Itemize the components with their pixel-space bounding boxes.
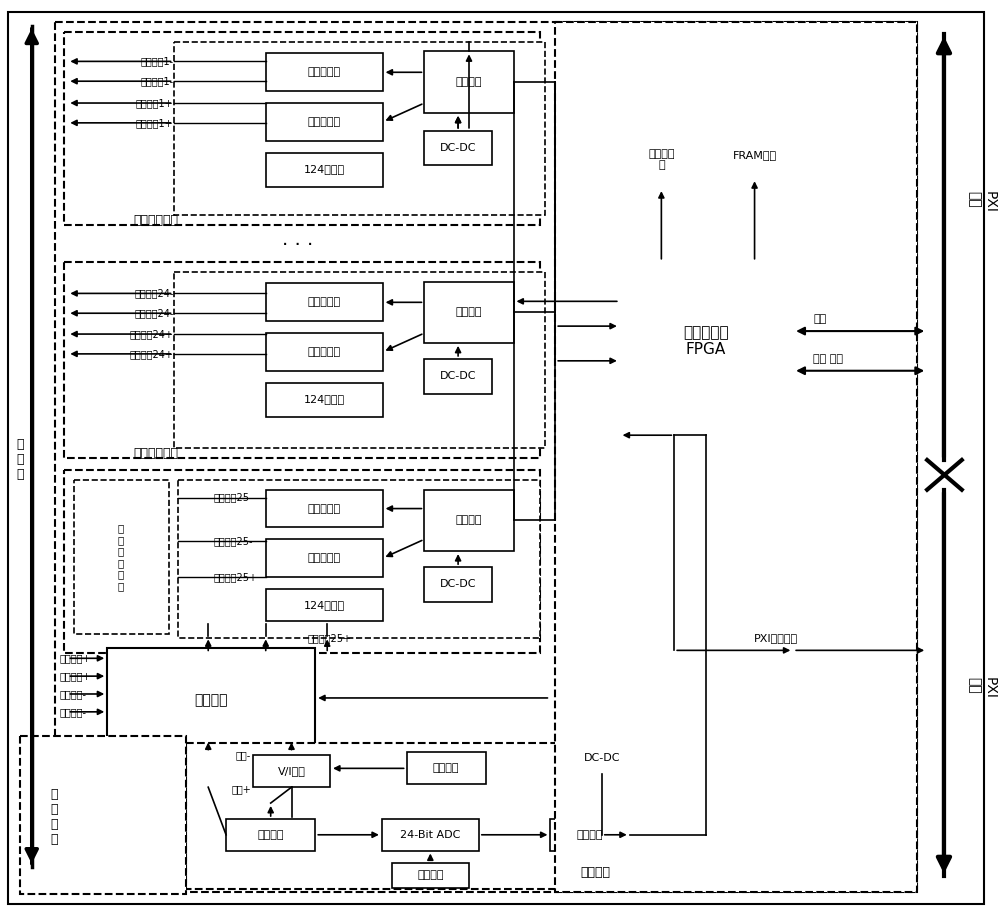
FancyBboxPatch shape: [716, 131, 793, 179]
Text: 数字隔离: 数字隔离: [456, 307, 482, 317]
FancyBboxPatch shape: [266, 383, 383, 418]
Text: 多路开关: 多路开关: [194, 692, 228, 707]
FancyBboxPatch shape: [424, 281, 514, 343]
FancyBboxPatch shape: [64, 32, 540, 225]
FancyBboxPatch shape: [266, 333, 383, 371]
Text: 电阻输出1+: 电阻输出1+: [136, 118, 174, 128]
Text: 124欧电阻: 124欧电阻: [304, 395, 345, 405]
FancyBboxPatch shape: [266, 53, 383, 91]
Text: 电阻输出24-: 电阻输出24-: [134, 289, 174, 299]
Text: V/I转换: V/I转换: [278, 767, 305, 777]
Text: 24-Bit ADC: 24-Bit ADC: [400, 830, 461, 840]
FancyBboxPatch shape: [266, 283, 383, 322]
Text: 电阻-: 电阻-: [236, 750, 251, 760]
Text: 连
接
路: 连 接 路: [16, 439, 24, 482]
Text: 数字电位器: 数字电位器: [308, 298, 341, 308]
Text: 电阻输出24-: 电阻输出24-: [134, 308, 174, 318]
Text: PXI
总线: PXI 总线: [967, 191, 997, 213]
FancyBboxPatch shape: [555, 22, 917, 892]
Text: 电阻输出1+: 电阻输出1+: [136, 98, 174, 108]
Text: 地址 数据: 地址 数据: [813, 354, 843, 364]
Text: 外部电阻+: 外部电阻+: [59, 653, 91, 663]
Text: 124欧电阻: 124欧电阻: [304, 165, 345, 174]
FancyBboxPatch shape: [266, 490, 383, 528]
Text: 外部电阻+: 外部电阻+: [59, 671, 91, 682]
FancyBboxPatch shape: [226, 819, 315, 851]
FancyBboxPatch shape: [174, 271, 545, 448]
Text: 电阻输出24+: 电阻输出24+: [130, 349, 174, 359]
Text: 调理电路: 调理电路: [257, 830, 284, 840]
Text: 电阻输出25+: 电阻输出25+: [307, 634, 351, 643]
FancyBboxPatch shape: [64, 470, 540, 653]
FancyBboxPatch shape: [550, 819, 630, 851]
FancyBboxPatch shape: [266, 540, 383, 577]
Text: 数字电位器: 数字电位器: [308, 67, 341, 77]
FancyBboxPatch shape: [620, 262, 793, 435]
FancyBboxPatch shape: [266, 589, 383, 621]
FancyBboxPatch shape: [178, 480, 540, 638]
FancyBboxPatch shape: [407, 752, 486, 784]
Text: 数字电位器: 数字电位器: [308, 347, 341, 357]
FancyBboxPatch shape: [424, 51, 514, 113]
FancyBboxPatch shape: [253, 756, 330, 787]
Text: 电阻+: 电阻+: [231, 784, 251, 794]
FancyBboxPatch shape: [74, 480, 169, 634]
FancyBboxPatch shape: [8, 12, 984, 904]
FancyBboxPatch shape: [424, 490, 514, 551]
FancyBboxPatch shape: [382, 819, 479, 851]
Text: 电阻输出25+: 电阻输出25+: [213, 572, 257, 582]
FancyBboxPatch shape: [424, 359, 492, 394]
Text: PXI
总线: PXI 总线: [967, 677, 997, 699]
Text: DC-DC: DC-DC: [440, 371, 476, 381]
FancyBboxPatch shape: [623, 131, 700, 189]
Text: 124欧电阻: 124欧电阻: [304, 600, 345, 610]
Text: DC-DC: DC-DC: [584, 754, 620, 763]
Text: FRAM存储: FRAM存储: [733, 149, 777, 159]
Text: 校
准
单
元: 校 准 单 元: [51, 788, 58, 846]
Text: 校准模块: 校准模块: [580, 866, 610, 879]
FancyBboxPatch shape: [266, 103, 383, 141]
FancyBboxPatch shape: [20, 736, 186, 894]
FancyBboxPatch shape: [107, 649, 315, 752]
Text: 电阻输出25-: 电阻输出25-: [213, 493, 253, 503]
Text: 数字电位器: 数字电位器: [308, 117, 341, 126]
Text: 外部电阻-: 外部电阻-: [59, 689, 86, 699]
Text: 电阻输出25-: 电阻输出25-: [213, 536, 253, 546]
Text: 温度传感
器: 温度传感 器: [648, 148, 675, 170]
Text: 数字电位器: 数字电位器: [308, 504, 341, 514]
Text: DC-DC: DC-DC: [440, 579, 476, 589]
Text: PXI本地总线: PXI本地总线: [754, 634, 798, 643]
Text: 输出电阻模块: 输出电阻模块: [134, 213, 179, 226]
FancyBboxPatch shape: [186, 743, 712, 889]
Text: 内
部
电
阻
模
块: 内 部 电 阻 模 块: [118, 523, 124, 591]
Text: 参考电压: 参考电压: [417, 870, 444, 880]
Text: 输出电阻模块: 输出电阻模块: [134, 446, 179, 460]
Text: 电阻输出1-: 电阻输出1-: [140, 57, 174, 66]
FancyBboxPatch shape: [570, 743, 635, 774]
Text: 数字隔离: 数字隔离: [456, 77, 482, 87]
Text: 数字隔离: 数字隔离: [456, 516, 482, 526]
Text: 电阻输出24+: 电阻输出24+: [130, 329, 174, 339]
Text: 数字隔离: 数字隔离: [577, 830, 603, 840]
Text: 用户可配置
FPGA: 用户可配置 FPGA: [683, 325, 729, 357]
FancyBboxPatch shape: [424, 131, 492, 166]
Text: DC-DC: DC-DC: [440, 143, 476, 153]
FancyBboxPatch shape: [174, 41, 545, 215]
FancyBboxPatch shape: [55, 22, 917, 892]
Text: 基准电压: 基准电压: [433, 763, 459, 773]
Text: 数字电位器: 数字电位器: [308, 553, 341, 563]
Text: . . .: . . .: [282, 230, 313, 249]
FancyBboxPatch shape: [424, 567, 492, 602]
Text: 控制: 控制: [813, 314, 826, 324]
Text: 外部电阻-: 外部电阻-: [59, 707, 86, 717]
FancyBboxPatch shape: [64, 262, 540, 458]
FancyBboxPatch shape: [392, 863, 469, 889]
FancyBboxPatch shape: [266, 153, 383, 187]
Text: 电阻输出1-: 电阻输出1-: [140, 76, 174, 86]
